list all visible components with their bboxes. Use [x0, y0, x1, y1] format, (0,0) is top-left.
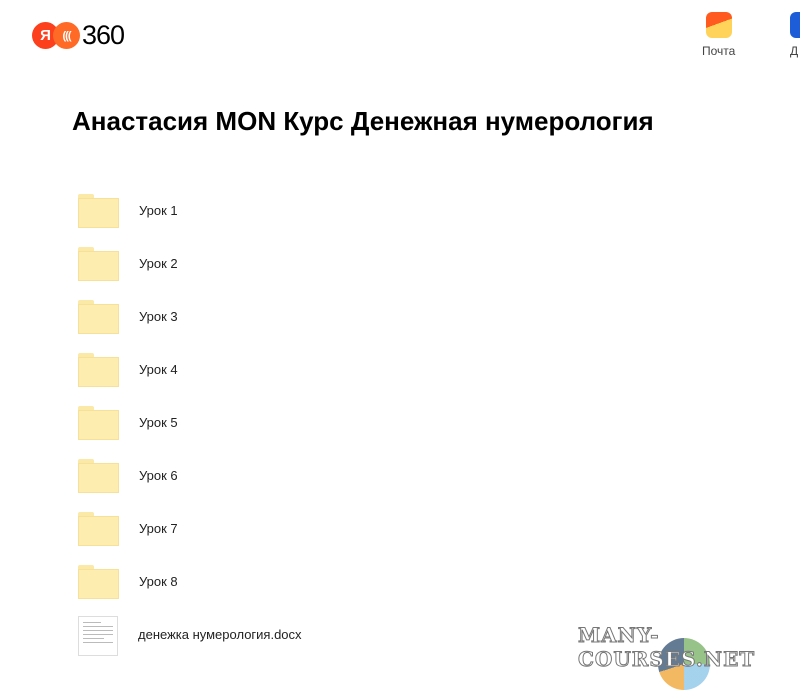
- service-disk[interactable]: Д: [790, 12, 800, 58]
- item-name[interactable]: Урок 4: [139, 362, 178, 377]
- folder-item[interactable]: Урок 2: [78, 245, 302, 298]
- 360-logo-icon: (((: [53, 22, 80, 49]
- logo-text: 360: [82, 20, 125, 50]
- item-name[interactable]: Урок 3: [139, 309, 178, 324]
- document-icon: [78, 616, 118, 656]
- folder-icon: [78, 459, 119, 493]
- service-label: Почта: [702, 44, 736, 58]
- watermark: MANY-COURSES.NET: [578, 623, 756, 672]
- folder-icon: [78, 512, 119, 546]
- page-title: Анастасия MON Курс Денежная нумерология: [72, 106, 654, 136]
- service-label: Д: [790, 44, 799, 58]
- watermark-logo: [658, 638, 710, 690]
- file-item[interactable]: денежка нумерология.docx: [78, 616, 302, 669]
- disk-icon: [790, 12, 800, 38]
- item-name[interactable]: Урок 7: [139, 521, 178, 536]
- item-name[interactable]: Урок 1: [139, 203, 178, 218]
- folder-icon: [78, 194, 119, 228]
- item-name[interactable]: Урок 2: [139, 256, 178, 271]
- file-list: Урок 1 Урок 2 Урок 3 Урок 4 Урок 5 Урок 6 Урок…: [78, 192, 302, 669]
- folder-icon: [78, 565, 119, 599]
- service-mail[interactable]: Почта: [702, 12, 735, 58]
- folder-item[interactable]: Урок 7: [78, 510, 302, 563]
- folder-icon: [78, 353, 119, 387]
- item-name[interactable]: Урок 5: [139, 415, 178, 430]
- item-name[interactable]: Урок 6: [139, 468, 178, 483]
- folder-item[interactable]: Урок 4: [78, 351, 302, 404]
- item-name[interactable]: Урок 8: [139, 574, 178, 589]
- folder-item[interactable]: Урок 1: [78, 192, 302, 245]
- folder-icon: [78, 406, 119, 440]
- mail-icon: [705, 12, 732, 38]
- yandex-360-logo[interactable]: Я ((( 360: [32, 20, 125, 51]
- folder-icon: [78, 247, 119, 281]
- folder-item[interactable]: Урок 8: [78, 563, 302, 616]
- folder-icon: [78, 300, 119, 334]
- item-name[interactable]: денежка нумерология.docx: [138, 627, 302, 642]
- folder-item[interactable]: Урок 6: [78, 457, 302, 510]
- folder-item[interactable]: Урок 3: [78, 298, 302, 351]
- folder-item[interactable]: Урок 5: [78, 404, 302, 457]
